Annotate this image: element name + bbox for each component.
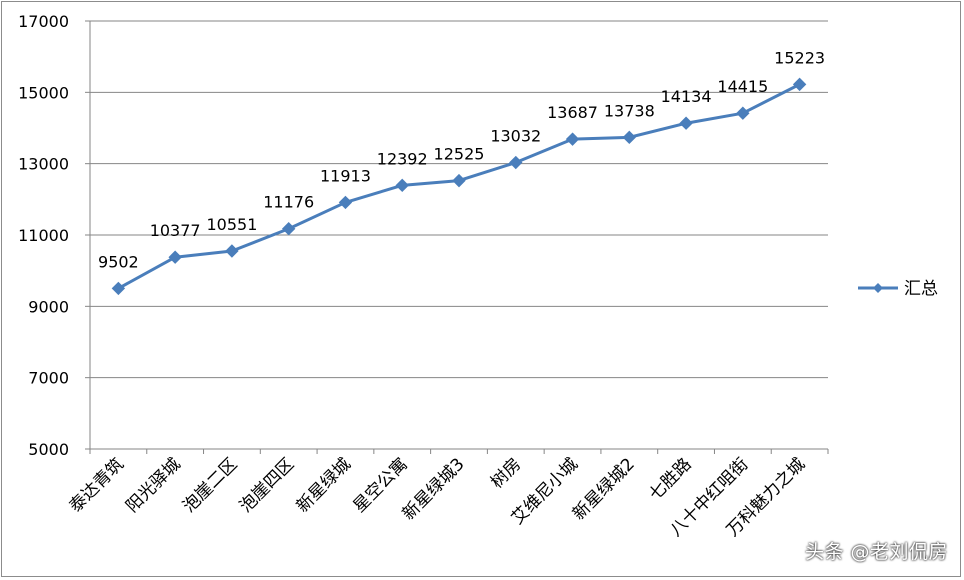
y-tick-label: 7000 <box>28 369 69 388</box>
series-markers <box>111 77 807 296</box>
legend: 汇总 <box>858 279 938 299</box>
data-label: 13032 <box>490 127 541 146</box>
y-tick-label: 17000 <box>18 12 69 31</box>
data-label: 9502 <box>98 252 139 271</box>
data-point <box>338 195 353 210</box>
x-tick-label: 泰达青筑 <box>66 454 128 516</box>
data-labels: 9502 10377 10551 11176 11913 12392 12525 13032 1… <box>98 48 825 271</box>
x-tick-label: 树房 <box>487 454 525 492</box>
y-tick-label: 5000 <box>28 440 69 459</box>
data-label: 10551 <box>206 215 257 234</box>
data-point <box>225 244 239 258</box>
x-tick-label: 七胜路 <box>645 454 695 504</box>
y-tick-label: 15000 <box>18 83 69 102</box>
data-point <box>111 281 126 296</box>
data-label: 15223 <box>774 48 825 67</box>
y-tick-label: 9000 <box>28 297 69 316</box>
data-point <box>395 178 409 193</box>
legend-marker <box>873 283 883 293</box>
y-tick-label: 13000 <box>18 155 69 174</box>
watermark: 头条 @老刘侃房 <box>804 541 948 563</box>
gridlines <box>85 20 829 454</box>
data-point <box>792 77 807 92</box>
data-point <box>509 155 523 170</box>
x-tick-label: 新星绿城3 <box>399 454 469 524</box>
data-label: 13687 <box>547 103 598 122</box>
data-point <box>736 106 750 120</box>
data-point <box>452 173 466 188</box>
x-tick-label: 泡崖二区 <box>179 454 241 516</box>
data-point <box>622 130 637 145</box>
data-label: 12525 <box>434 145 485 164</box>
legend-label: 汇总 <box>904 279 938 299</box>
data-label: 14134 <box>661 87 712 106</box>
data-label: 10377 <box>150 221 201 240</box>
data-label: 11913 <box>320 166 371 185</box>
data-point <box>168 250 182 264</box>
data-label: 12392 <box>377 149 428 168</box>
data-point <box>281 222 296 236</box>
data-label: 13738 <box>604 101 655 120</box>
data-point <box>679 116 693 130</box>
x-tick-label: 新星绿城2 <box>569 454 639 524</box>
x-tick-label: 阳光驿城 <box>122 454 184 516</box>
y-tick-label: 11000 <box>18 226 69 245</box>
x-tick-label: 新星绿城 <box>293 454 355 516</box>
data-label: 14415 <box>717 77 768 96</box>
data-label: 11176 <box>263 193 314 212</box>
x-tick-label: 泡崖四区 <box>236 454 298 516</box>
y-axis-ticks: 5000 7000 9000 11000 13000 15000 17000 <box>18 12 69 459</box>
data-point <box>565 132 580 146</box>
